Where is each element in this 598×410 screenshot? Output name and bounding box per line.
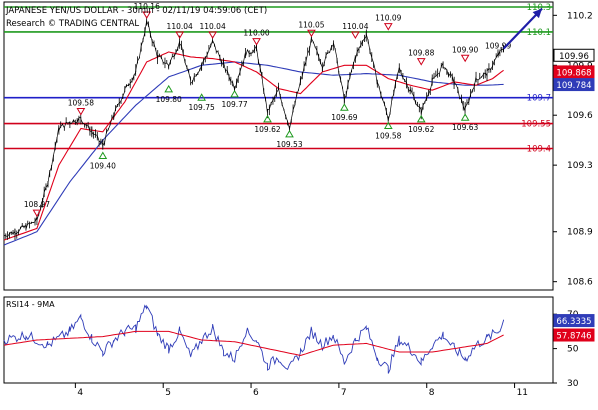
main-y-tick-label: 109.3 <box>567 161 593 171</box>
peak-marker <box>383 23 393 31</box>
rsi-title: RSI14 - 9MA <box>6 300 55 309</box>
trough-label: 109.40 <box>90 161 116 170</box>
trough-label: 109.69 <box>331 113 357 122</box>
level-label-resistance: 110.3 <box>527 3 551 13</box>
peak-label: 110.04 <box>199 22 225 31</box>
trough-marker <box>416 114 426 123</box>
last-price-tag-text: 109.96 <box>559 52 589 62</box>
main-y-tick-label: 110.2 <box>567 11 593 21</box>
ma-tag-ma_fast-box <box>553 65 595 79</box>
rsi-line <box>3 304 505 374</box>
ma-tag-ma_slow-text: 109.784 <box>556 81 591 91</box>
peak-marker <box>208 31 217 39</box>
trough-marker <box>263 114 272 123</box>
peak-marker <box>416 58 426 66</box>
peak-marker <box>307 29 316 38</box>
peak-marker <box>460 54 470 63</box>
ma-tag-ma_fast-text: 109.868 <box>556 68 591 78</box>
trough-label: 109.75 <box>189 103 215 112</box>
level-label-resistance: 110.1 <box>527 28 551 38</box>
trough-marker <box>383 121 393 130</box>
rsi-ma-tag-text: 57.8746 <box>556 332 591 342</box>
forecast-arrow-shaft <box>502 7 543 50</box>
trough-marker <box>340 103 349 111</box>
peak-label: 110.16 <box>134 2 160 11</box>
forecast-arrow-head <box>532 8 543 19</box>
peak-label: 109.90 <box>452 45 478 54</box>
peak-label: 108.97 <box>24 200 50 209</box>
peak-label: 109.58 <box>68 99 94 108</box>
trough-label: 109.62 <box>408 125 434 134</box>
trough-label: 109.62 <box>254 125 280 134</box>
rsi-last-tag-box <box>553 314 595 328</box>
x-tick-label: 7 <box>341 388 347 398</box>
rsi-last-tag-text: 66.3335 <box>556 317 591 327</box>
main-y-tick-label: 108.9 <box>567 228 593 238</box>
trough-marker <box>285 129 294 138</box>
chart-title: JAPANESE YEN/US DOLLAR - 30min - 02/11/1… <box>6 6 268 16</box>
peak-label: 110.05 <box>298 20 324 29</box>
rsi-y-tick-label: 50 <box>567 345 579 355</box>
peak-label: 110.04 <box>342 22 368 31</box>
peak-label: 110.04 <box>167 22 193 31</box>
peak-marker <box>175 31 185 39</box>
price-line <box>3 20 504 237</box>
last-price-tag-box <box>553 48 595 62</box>
x-tick-label: 11 <box>517 388 528 398</box>
trough-label: 109.53 <box>276 140 302 149</box>
chart-subtitle: Research © TRADING CENTRAL <box>6 19 140 29</box>
peak-label: 109.88 <box>408 49 434 58</box>
ma-tag-ma_slow-box <box>553 78 595 92</box>
level-label-support: 109.55 <box>521 120 551 130</box>
trough-label: 109.63 <box>452 123 478 132</box>
level-label-support: 109.4 <box>527 144 551 154</box>
trough-label: 109.80 <box>156 95 182 104</box>
trough-label: 109.77 <box>221 100 247 109</box>
main-y-tick-label: 108.6 <box>567 278 593 288</box>
rsi-ma-line <box>3 330 504 357</box>
trough-marker <box>98 151 108 159</box>
main-panel-frame <box>3 1 554 291</box>
peak-marker <box>76 108 86 116</box>
main-y-tick-label: 109.6 <box>567 111 593 121</box>
x-tick-label: 5 <box>165 388 171 398</box>
ma-fast-line <box>3 51 504 241</box>
trough-marker <box>460 113 470 121</box>
ma-slow-line <box>3 61 504 246</box>
peak-marker <box>350 31 360 39</box>
x-tick-label: 4 <box>77 388 83 398</box>
rsi-panel-frame <box>3 296 554 384</box>
peak-marker <box>142 11 152 19</box>
peak-label: 110.09 <box>375 14 401 23</box>
end-price-label: 109.99 <box>485 41 511 50</box>
peak-marker <box>252 38 261 46</box>
trough-label: 109.58 <box>375 132 401 141</box>
x-tick-label: 6 <box>253 388 259 398</box>
trough-marker <box>197 93 207 101</box>
rsi-y-tick-label: 30 <box>567 379 579 389</box>
level-label-pivot: 109.7 <box>527 94 551 104</box>
trough-marker <box>164 84 174 93</box>
x-tick-label: 8 <box>429 388 435 398</box>
trough-marker <box>230 89 239 98</box>
peak-marker <box>32 209 42 218</box>
peak-label: 110.00 <box>243 29 269 38</box>
rsi-ma-tag-box <box>553 328 595 342</box>
